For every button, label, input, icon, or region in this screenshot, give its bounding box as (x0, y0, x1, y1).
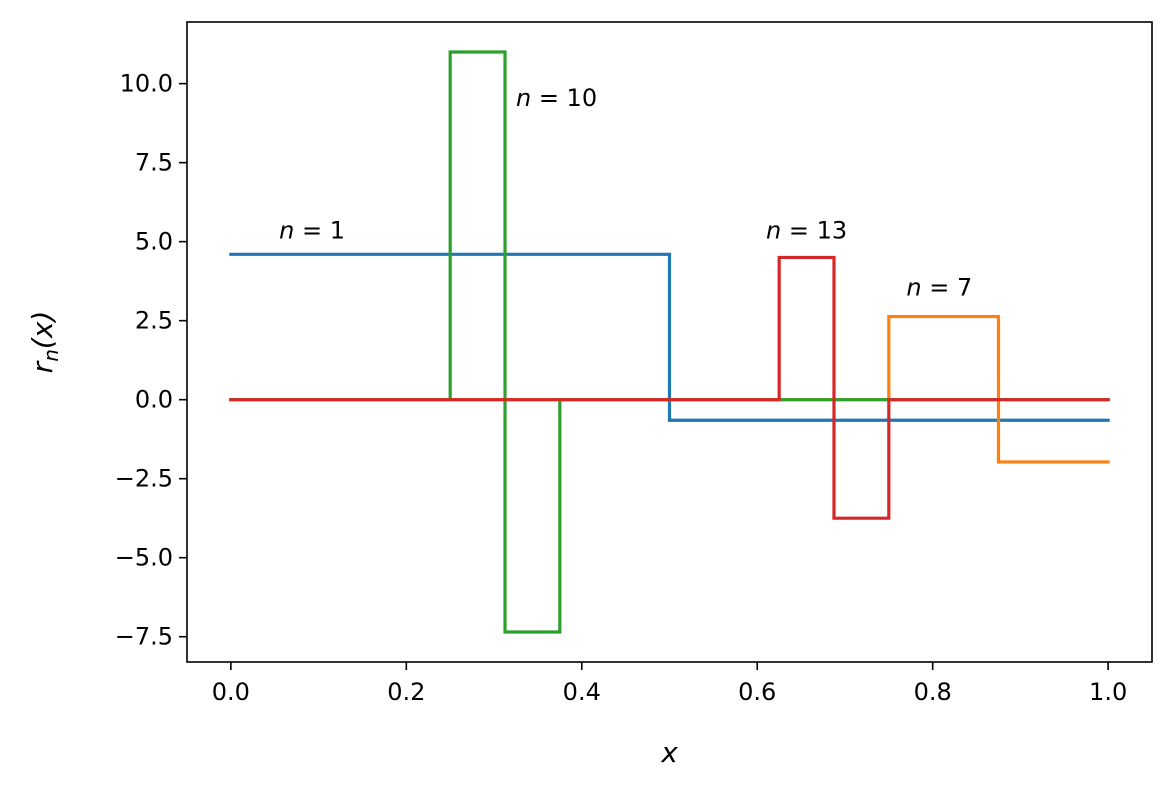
y-tick-label: −7.5 (115, 623, 173, 651)
x-tick-label: 0.4 (563, 678, 601, 706)
x-tick-label: 0.0 (212, 678, 250, 706)
y-tick-label: 10.0 (120, 70, 173, 98)
y-tick-label: −2.5 (115, 465, 173, 493)
y-tick-label: 2.5 (135, 307, 173, 335)
y-axis-label: rn(x) (26, 311, 63, 374)
x-tick-label: 1.0 (1089, 678, 1127, 706)
series-annotation: n = 7 (906, 273, 972, 301)
x-tick-label: 0.8 (914, 678, 952, 706)
series-red-line (229, 255, 1110, 520)
y-tick-label: 5.0 (135, 228, 173, 256)
series-annotation: n = 1 (279, 216, 345, 244)
x-axis-label: x (660, 736, 678, 769)
series-layer (229, 50, 1110, 634)
axes-frame (186, 21, 1153, 663)
series-annotation: n = 13 (766, 216, 847, 244)
x-axis-ticks: 0.0 0.2 0.4 0.6 0.8 1.0 (212, 662, 1127, 706)
y-tick-label: 0.0 (135, 386, 173, 414)
x-tick-label: 0.6 (738, 678, 776, 706)
y-axis-ticks: −7.5 −5.0 −2.5 0.0 2.5 5.0 7.5 10.0 (115, 70, 187, 651)
annotation-layer: n = 1 n = 10 n = 13 n = 7 (279, 84, 972, 302)
x-tick-label: 0.2 (387, 678, 425, 706)
y-tick-label: −5.0 (115, 544, 173, 572)
series-annotation: n = 10 (516, 84, 597, 112)
y-tick-label: 7.5 (135, 149, 173, 177)
series-green-line (229, 50, 1110, 634)
